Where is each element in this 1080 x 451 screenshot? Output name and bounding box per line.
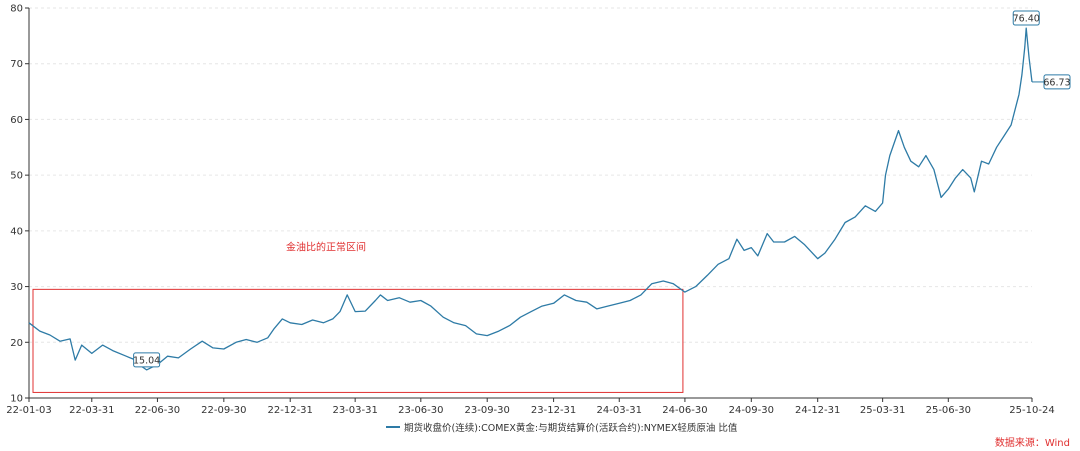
x-tick-label-22-03-31: 22-03-31 <box>69 405 114 416</box>
y-tick-label-30: 30 <box>10 282 23 293</box>
y-tick-label-10: 10 <box>10 394 23 405</box>
y-tick-label-50: 50 <box>10 171 23 182</box>
x-tick-label-24-03-31: 24-03-31 <box>597 405 642 416</box>
last-value-label-box <box>1043 74 1071 90</box>
x-tick-label-25-06-30: 25-06-30 <box>926 405 971 416</box>
series-line-0 <box>28 27 1033 371</box>
x-tick-label-22-12-31: 22-12-31 <box>268 405 313 416</box>
x-tick-label-22-09-30: 22-09-30 <box>201 405 246 416</box>
y-tick-label-60: 60 <box>10 115 23 126</box>
x-tick-label-22-01-03: 22-01-03 <box>6 405 51 416</box>
max-value-label-text: 76.40 <box>1013 14 1040 25</box>
legend-label: 期货收盘价(连续):COMEX黄金:与期货结算价(活跃合约):NYMEX轻质原油… <box>404 423 738 434</box>
last-value-label-text: 66.73 <box>1043 77 1070 88</box>
normal-range-box <box>32 288 684 393</box>
x-tick-label-23-09-30: 23-09-30 <box>465 405 510 416</box>
x-tick-label-23-06-30: 23-06-30 <box>398 405 443 416</box>
x-tick-label-23-03-31: 23-03-31 <box>332 405 377 416</box>
normal-range-label: 金油比的正常区间 <box>286 240 366 253</box>
x-tick-label-25-03-31: 25-03-31 <box>860 405 905 416</box>
y-tick-label-70: 70 <box>10 59 23 70</box>
y-tick-label-20: 20 <box>10 338 23 349</box>
x-tick-label-24-09-30: 24-09-30 <box>729 405 774 416</box>
x-tick-label-25-10-24: 25-10-24 <box>1009 405 1054 416</box>
data-source-note: 数据来源：Wind <box>994 438 1070 449</box>
min-value-label-text: 15.04 <box>133 355 160 366</box>
min-value-label-box <box>133 352 161 368</box>
y-tick-label-40: 40 <box>10 226 23 237</box>
x-tick-label-23-12-31: 23-12-31 <box>531 405 576 416</box>
max-value-label-box <box>1012 10 1040 26</box>
legend[interactable]: 期货收盘价(连续):COMEX黄金:与期货结算价(活跃合约):NYMEX轻质原油… <box>386 420 737 434</box>
y-tick-label-80: 80 <box>10 4 23 15</box>
legend-swatch <box>386 426 400 428</box>
x-tick-label-24-06-30: 24-06-30 <box>662 405 707 416</box>
x-tick-label-24-12-31: 24-12-31 <box>795 405 840 416</box>
x-tick-label-22-06-30: 22-06-30 <box>135 405 180 416</box>
